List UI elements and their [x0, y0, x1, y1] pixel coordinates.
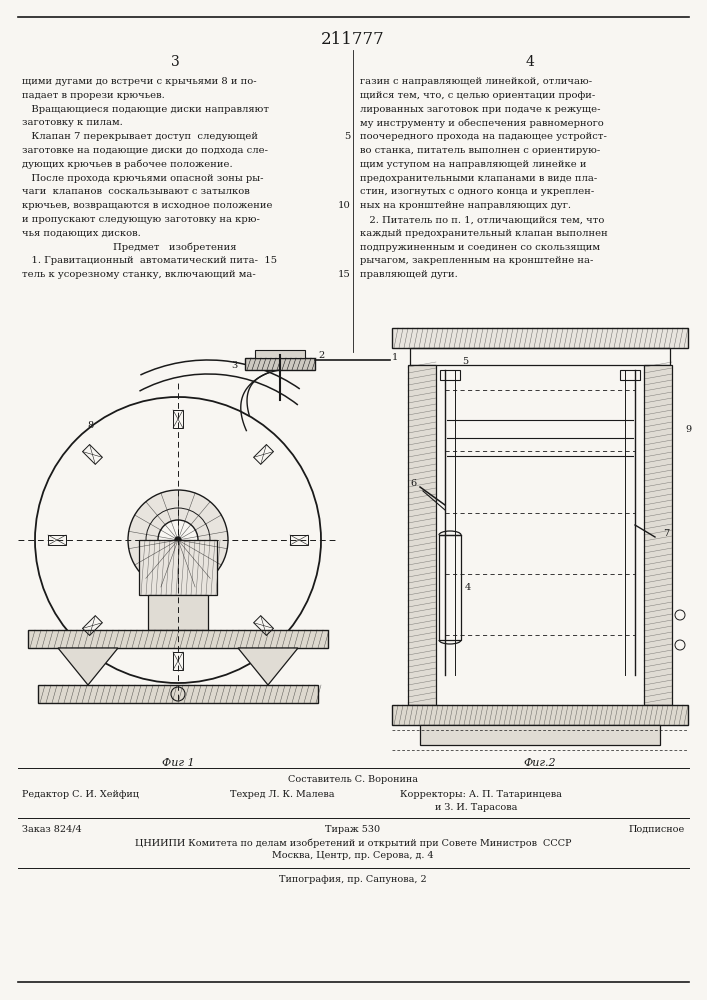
Text: 6: 6 [410, 479, 416, 488]
Text: 1: 1 [392, 354, 398, 362]
Text: рычагом, закрепленным на кронштейне на-: рычагом, закрепленным на кронштейне на- [360, 256, 593, 265]
Text: 7: 7 [663, 528, 670, 538]
Text: ЦНИИПИ Комитета по делам изобретений и открытий при Совете Министров  СССР: ЦНИИПИ Комитета по делам изобретений и о… [135, 838, 571, 848]
Text: ных на кронштейне направляющих дуг.: ных на кронштейне направляющих дуг. [360, 201, 571, 210]
Text: заготовку к пилам.: заготовку к пилам. [22, 118, 123, 127]
Text: каждый предохранительный клапан выполнен: каждый предохранительный клапан выполнен [360, 229, 608, 238]
Text: поочередного прохода на падающее устройст-: поочередного прохода на падающее устройс… [360, 132, 607, 141]
Text: 3: 3 [232, 361, 238, 370]
Text: Предмет   изобретения: Предмет изобретения [113, 243, 237, 252]
Text: 2: 2 [318, 351, 325, 360]
Text: 9: 9 [685, 426, 691, 434]
Text: чья подающих дисков.: чья подающих дисков. [22, 229, 141, 238]
Text: 5: 5 [344, 132, 351, 141]
Text: 1. Гравитационный  автоматический пита-  15: 1. Гравитационный автоматический пита- 1… [22, 256, 277, 265]
Text: щийся тем, что, с целью ориентации профи-: щийся тем, что, с целью ориентации профи… [360, 91, 595, 100]
Text: му инструменту и обеспечения равномерного: му инструменту и обеспечения равномерног… [360, 118, 604, 128]
Bar [408, 365, 436, 705]
Text: Техред Л. К. Малева: Техред Л. К. Малева [230, 790, 334, 799]
Polygon shape [58, 648, 118, 685]
Text: чаги  клапанов  соскальзывают с затылков: чаги клапанов соскальзывают с затылков [22, 187, 250, 196]
Text: щими дугами до встречи с крычьями 8 и по-: щими дугами до встречи с крычьями 8 и по… [22, 77, 257, 86]
Text: правляющей дуги.: правляющей дуги. [360, 270, 457, 279]
Bar [255, 350, 305, 358]
Bar [392, 705, 688, 725]
Circle shape [175, 537, 181, 543]
Text: Фиг.2: Фиг.2 [524, 758, 556, 768]
Text: 211777: 211777 [321, 31, 385, 48]
Bar [620, 370, 640, 380]
Bar [28, 630, 328, 648]
Text: стин, изогнутых с одного конца и укреплен-: стин, изогнутых с одного конца и укрепле… [360, 187, 595, 196]
Text: После прохода крючьями опасной зоны ры-: После прохода крючьями опасной зоны ры- [22, 174, 264, 183]
Text: Москва, Центр, пр. Серова, д. 4: Москва, Центр, пр. Серова, д. 4 [272, 851, 434, 860]
Bar [392, 328, 688, 348]
Text: тель к усорезному станку, включающий ма-: тель к усорезному станку, включающий ма- [22, 270, 256, 279]
Bar [420, 725, 660, 745]
Text: Вращающиеся подающие диски направляют: Вращающиеся подающие диски направляют [22, 105, 269, 114]
Text: предохранительными клапанами в виде пла-: предохранительными клапанами в виде пла- [360, 174, 597, 183]
Bar [245, 358, 315, 370]
Text: 2. Питатель по п. 1, отличающийся тем, что: 2. Питатель по п. 1, отличающийся тем, ч… [360, 215, 604, 224]
Text: и пропускают следующую заготовку на крю-: и пропускают следующую заготовку на крю- [22, 215, 260, 224]
Bar [644, 365, 672, 705]
Bar [38, 685, 318, 703]
Text: лированных заготовок при подаче к режуще-: лированных заготовок при подаче к режуще… [360, 105, 600, 114]
Bar [440, 370, 460, 380]
Text: Составитель С. Воронина: Составитель С. Воронина [288, 775, 418, 784]
Text: Заказ 824/4: Заказ 824/4 [22, 825, 82, 834]
Text: заготовке на подающие диски до подхода сле-: заготовке на подающие диски до подхода с… [22, 146, 268, 155]
Text: 3: 3 [170, 55, 180, 69]
Circle shape [128, 490, 228, 590]
Bar [439, 535, 461, 640]
Circle shape [158, 520, 198, 560]
Bar [148, 595, 208, 630]
Text: во станка, питатель выполнен с ориентирую-: во станка, питатель выполнен с ориентиру… [360, 146, 600, 155]
Bar [410, 348, 670, 365]
Text: Фиг 1: Фиг 1 [162, 758, 194, 768]
Text: и З. И. Тарасова: и З. И. Тарасова [435, 803, 518, 812]
Text: 10: 10 [338, 201, 351, 210]
Bar [139, 540, 217, 595]
Text: Корректоры: А. П. Татаринцева: Корректоры: А. П. Татаринцева [400, 790, 562, 799]
Text: газин с направляющей линейкой, отличаю-: газин с направляющей линейкой, отличаю- [360, 77, 592, 86]
Text: 15: 15 [338, 270, 351, 279]
Text: щим уступом на направляющей линейке и: щим уступом на направляющей линейке и [360, 160, 587, 169]
Text: подпружиненным и соединен со скользящим: подпружиненным и соединен со скользящим [360, 243, 600, 252]
Text: Редактор С. И. Хейфиц: Редактор С. И. Хейфиц [22, 790, 139, 799]
Text: Тираж 530: Тираж 530 [325, 825, 380, 834]
Polygon shape [238, 648, 298, 685]
Text: дующих крючьев в рабочее положение.: дующих крючьев в рабочее положение. [22, 160, 233, 169]
Text: Клапан 7 перекрывает доступ  следующей: Клапан 7 перекрывает доступ следующей [22, 132, 258, 141]
Text: 5: 5 [462, 358, 468, 366]
Text: 4: 4 [525, 55, 534, 69]
Text: 4: 4 [465, 584, 472, 592]
Text: Типография, пр. Сапунова, 2: Типография, пр. Сапунова, 2 [279, 875, 427, 884]
Text: 8: 8 [87, 421, 93, 430]
Text: Подписное: Подписное [629, 825, 685, 834]
Text: падает в прорези крючьев.: падает в прорези крючьев. [22, 91, 165, 100]
Text: крючьев, возвращаются в исходное положение: крючьев, возвращаются в исходное положен… [22, 201, 272, 210]
